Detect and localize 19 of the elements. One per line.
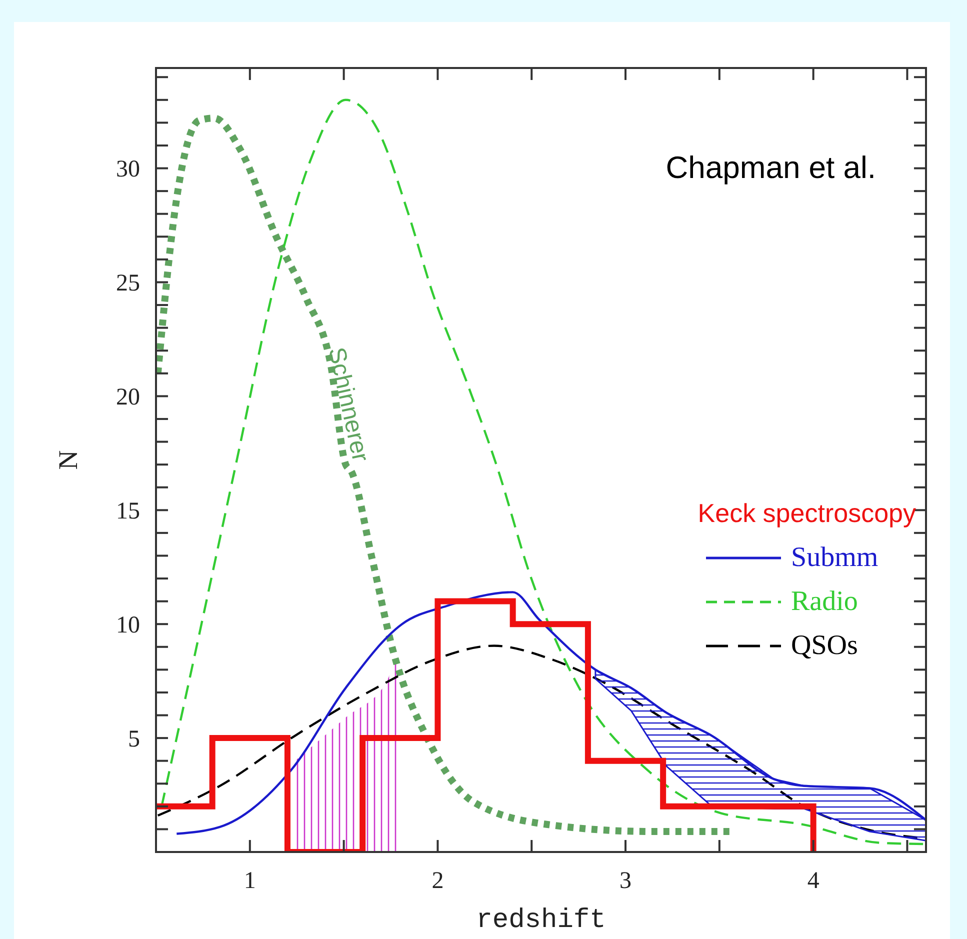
legend-title: Keck spectroscopy [698, 498, 916, 528]
x-tick-label: 4 [807, 868, 820, 894]
legend-label: Radio [791, 586, 858, 617]
y-tick-label: 20 [116, 384, 140, 411]
x-tick-label: 3 [620, 868, 632, 894]
annotation: Schinnerer [322, 344, 374, 464]
annotation: Chapman et al. [666, 150, 876, 185]
legend-label: QSOs [791, 630, 858, 661]
y-tick-label: 5 [128, 726, 140, 752]
line-series [160, 98, 926, 846]
y-tick-label: 10 [116, 612, 140, 638]
legend-label: Submm [791, 542, 878, 573]
x-tick-label: 2 [432, 868, 444, 894]
x-tick-label: 1 [244, 868, 256, 894]
y-axis-title: N [53, 450, 84, 470]
x-axis-title: redshift [476, 906, 606, 936]
y-tick-label: 30 [116, 156, 140, 183]
y-tick-label: 15 [116, 498, 140, 525]
y-tick-label: 25 [116, 270, 140, 297]
